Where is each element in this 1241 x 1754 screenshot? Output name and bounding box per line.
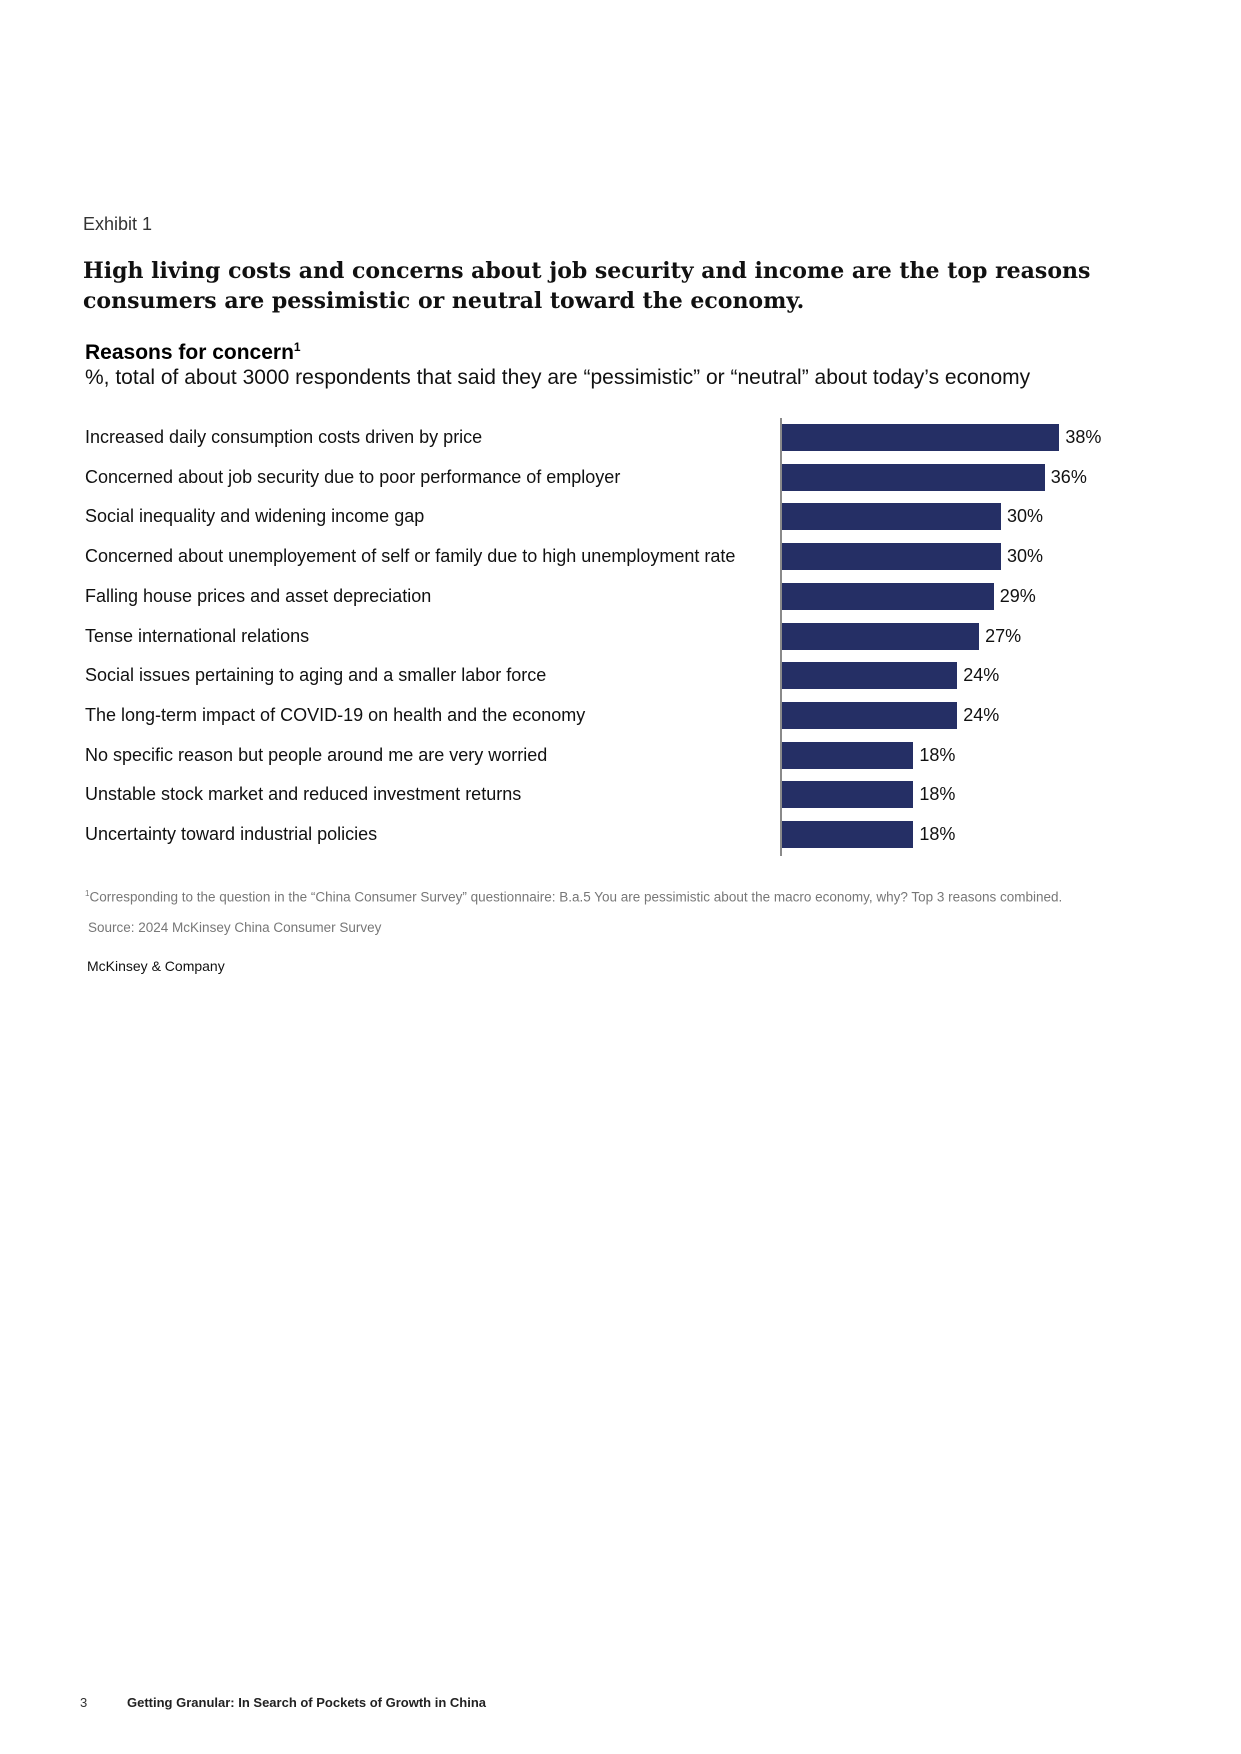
- category-label: Concerned about unemployement of self or…: [85, 546, 736, 567]
- value-label: 18%: [919, 744, 956, 765]
- value-label: 27%: [985, 625, 1022, 646]
- bar: [782, 622, 980, 650]
- value-label: 30%: [1007, 506, 1044, 527]
- company-name: McKinsey & Company: [87, 958, 225, 974]
- footnote-text: Corresponding to the question in the “Ch…: [89, 889, 1063, 905]
- category-label: Social inequality and widening income ga…: [85, 506, 425, 527]
- value-label: 29%: [999, 585, 1036, 606]
- bar: [782, 741, 914, 769]
- category-label: Increased daily consumption costs driven…: [85, 427, 483, 447]
- bar: [782, 701, 958, 729]
- category-label: No specific reason but people around me …: [85, 744, 548, 765]
- category-label: Uncertainty toward industrial policies: [85, 824, 378, 844]
- category-label: Unstable stock market and reduced invest…: [85, 784, 522, 805]
- bar: [782, 662, 958, 690]
- report-title: Getting Granular: In Search of Pockets o…: [127, 1695, 486, 1710]
- category-label: Concerned about job security due to poor…: [85, 466, 621, 487]
- category-label: Tense international relations: [85, 625, 310, 646]
- value-label: 36%: [1050, 466, 1087, 487]
- source-note: Source: 2024 McKinsey China Consumer Sur…: [88, 920, 382, 935]
- bar: [782, 543, 1001, 571]
- category-label: Falling house prices and asset depreciat…: [85, 585, 432, 606]
- bar: [782, 424, 1060, 451]
- category-label: The long-term impact of COVID-19 on heal…: [85, 704, 586, 725]
- footnote-marker: 1: [85, 889, 90, 898]
- chart-title: Reasons for concern1: [85, 340, 301, 365]
- axis-line: [780, 418, 782, 856]
- bar: [782, 821, 914, 848]
- value-label: 38%: [1065, 427, 1102, 447]
- chart-subtitle: %, total of about 3000 respondents that …: [85, 366, 1031, 389]
- value-label: 24%: [963, 704, 1000, 725]
- footnote: 1Corresponding to the question in the “C…: [85, 886, 1075, 906]
- category-label: Social issues pertaining to aging and a …: [85, 665, 547, 686]
- bar: [782, 781, 914, 809]
- chart-title-footnote-marker: 1: [293, 340, 301, 354]
- page-number: 3: [80, 1695, 88, 1710]
- exhibit-label: Exhibit 1: [83, 214, 153, 234]
- value-label: 30%: [1007, 546, 1044, 567]
- value-label: 24%: [963, 665, 1000, 686]
- bar: [782, 582, 994, 610]
- chart-title-text: Reasons for concern: [85, 341, 294, 364]
- bar: [782, 463, 1045, 491]
- headline: High living costs and concerns about job…: [83, 258, 1091, 314]
- value-label: 18%: [919, 784, 956, 805]
- bar: [782, 503, 1001, 531]
- value-label: 18%: [919, 824, 956, 844]
